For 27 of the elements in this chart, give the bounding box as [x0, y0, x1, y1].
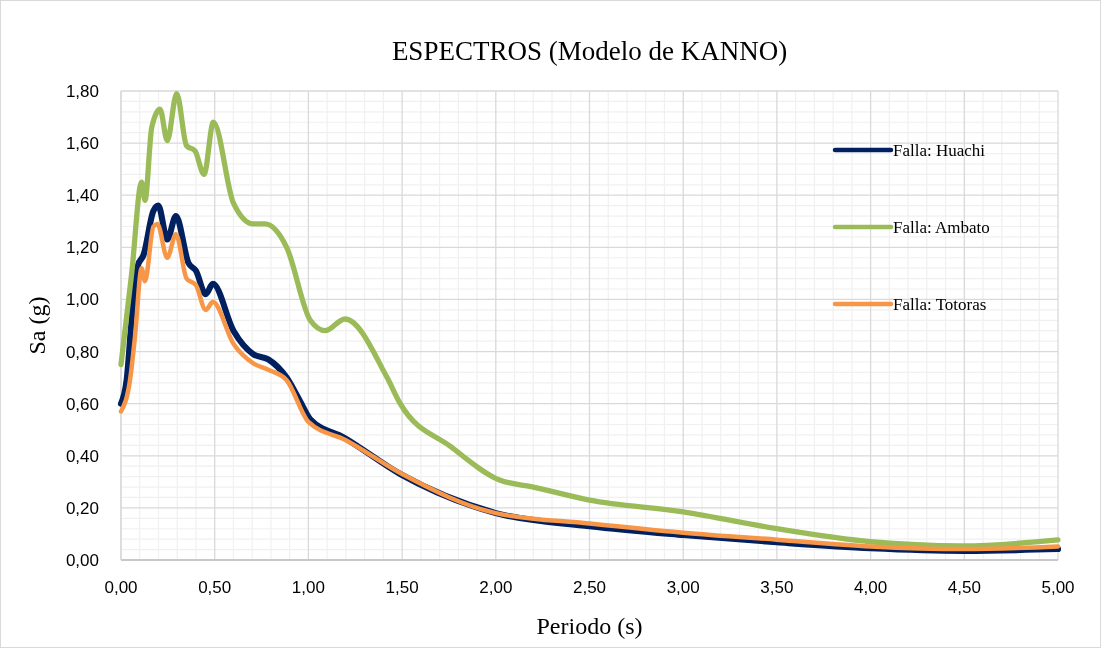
x-tick-label: 4,00 [854, 578, 888, 597]
x-tick-label: 4,50 [947, 578, 981, 597]
y-tick-label: 1,00 [65, 290, 99, 310]
legend-label: Falla: Huachi [893, 141, 986, 160]
y-tick-label: 1,60 [65, 134, 99, 154]
chart-title: ESPECTROS (Modelo de KANNO) [391, 36, 788, 66]
legend-label: Falla: Totoras [893, 295, 987, 314]
y-tick-label: 0,40 [65, 446, 99, 466]
y-tick-label: 1,20 [65, 238, 99, 258]
x-tick-label: 2,50 [572, 578, 607, 597]
x-tick-label: 1,50 [385, 578, 419, 597]
y-tick-label: 1,80 [65, 82, 99, 101]
legend-label: Falla: Ambato [893, 218, 990, 237]
x-tick-label: 3,00 [666, 578, 700, 597]
x-tick-label: 1,00 [291, 578, 325, 597]
x-tick-label: 3,50 [760, 578, 794, 597]
y-tick-label: 0,00 [65, 551, 99, 570]
y-tick-label: 0,60 [65, 394, 99, 414]
y-axis-title: Sa (g) [24, 296, 50, 355]
y-tick-label: 0,80 [65, 342, 99, 362]
x-tick-label: 0,50 [198, 578, 232, 597]
x-tick-label: 0,00 [104, 578, 138, 597]
x-axis-title: Periodo (s) [536, 613, 643, 639]
y-tick-label: 1,40 [65, 186, 99, 206]
x-tick-label: 5,00 [1041, 578, 1075, 597]
x-tick-label: 2,00 [479, 578, 513, 597]
y-tick-label: 0,20 [65, 498, 99, 518]
